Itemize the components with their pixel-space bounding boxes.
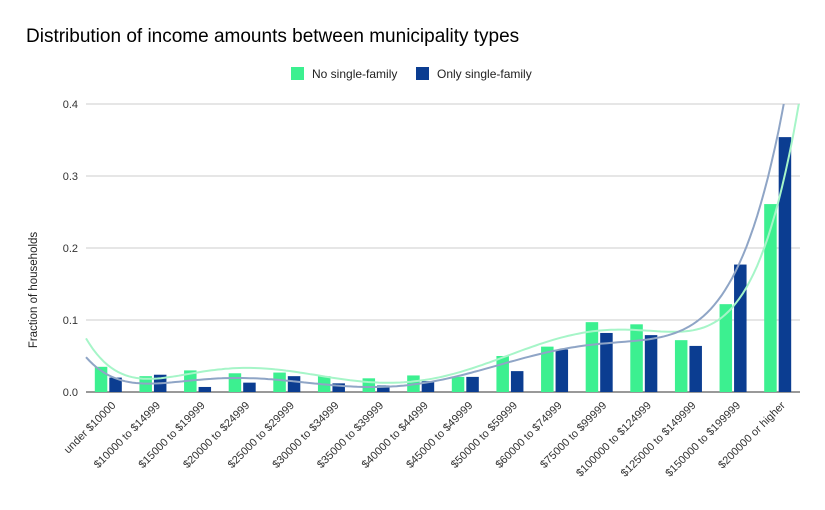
y-tick-label: 0.2 (63, 243, 78, 255)
y-tick-label: 0.3 (63, 171, 78, 183)
bar-only-single-family (466, 376, 479, 392)
chart-title: Distribution of income amounts between m… (26, 26, 520, 47)
bar-only-single-family (287, 376, 301, 392)
bar-no-single-family (585, 322, 599, 392)
x-tick-label: $100000 to $124999 (574, 400, 654, 480)
bar-only-single-family (734, 264, 747, 392)
y-tick-label: 0.0 (63, 387, 78, 399)
bar-no-single-family (764, 204, 777, 392)
bar-no-single-family (719, 304, 733, 392)
bar-no-single-family (630, 324, 643, 392)
trendline-no-single-family (85, 104, 800, 384)
trendlines (85, 104, 800, 388)
bar-only-single-family (198, 386, 212, 392)
bar-only-single-family (600, 332, 613, 392)
bar-no-single-family (273, 372, 286, 392)
bar-only-single-family (377, 385, 390, 392)
legend-label-no-single-family: No single-family (312, 67, 397, 81)
y-tick-label: 0.4 (63, 99, 78, 111)
bar-no-single-family (674, 340, 688, 392)
bar-only-single-family (778, 137, 792, 392)
bar-no-single-family (541, 346, 554, 392)
bar-only-single-family (644, 335, 658, 392)
x-tick-label: $150000 to $199999 (663, 400, 743, 480)
bar-only-single-family (109, 377, 122, 392)
bar-only-single-family (510, 371, 524, 392)
trendline-only-single-family (85, 104, 785, 388)
y-tick-label: 0.1 (63, 315, 78, 327)
bar-only-single-family (421, 381, 435, 392)
bar-only-single-family (332, 383, 345, 392)
bars (94, 137, 792, 392)
legend-swatch-only-single-family (416, 67, 429, 80)
legend-label-only-single-family: Only single-family (437, 67, 532, 81)
bar-only-single-family (243, 382, 256, 392)
legend-swatch-no-single-family (291, 67, 304, 80)
x-tick-label: $125000 to $149999 (619, 400, 699, 480)
bar-only-single-family (555, 349, 569, 392)
bar-only-single-family (689, 345, 702, 392)
bar-no-single-family (362, 378, 376, 392)
bar-no-single-family (228, 373, 242, 392)
bar-no-single-family (496, 356, 509, 392)
legend: No single-family Only single-family (291, 67, 532, 81)
bar-no-single-family (451, 376, 465, 392)
y-axis-title: Fraction of households (28, 232, 40, 349)
